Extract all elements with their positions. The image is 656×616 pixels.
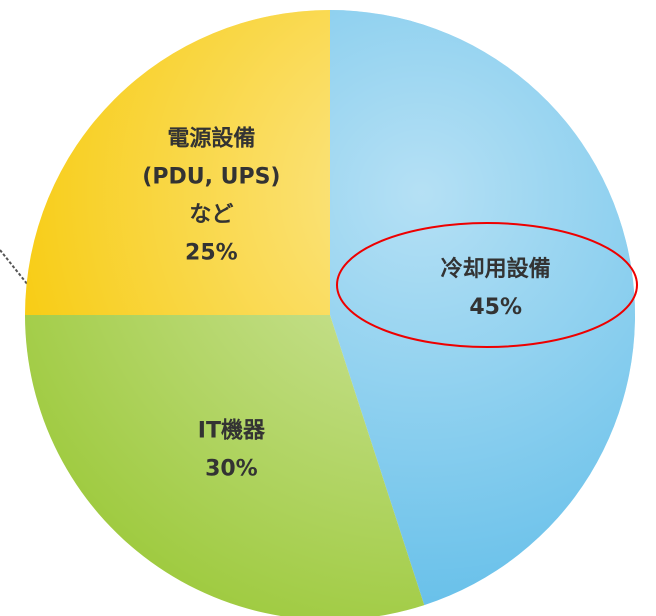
value-label: 30% <box>205 457 258 482</box>
pie-shine <box>25 10 635 616</box>
highlight-ellipse <box>336 222 638 348</box>
slice-label: IT機器 <box>198 419 266 444</box>
labels: 冷却用設備 45% IT機器 30% 電源設備 (PDU, UPS) など 25% <box>142 125 550 481</box>
slice-label: など <box>189 202 233 227</box>
value-label: 25% <box>185 240 238 265</box>
slice-label: 電源設備 <box>167 125 255 151</box>
leader-line <box>0 249 29 286</box>
slice-label: 冷却用設備 <box>441 256 551 282</box>
value-label: 45% <box>469 295 522 320</box>
slice-label: (PDU, UPS) <box>142 164 280 189</box>
